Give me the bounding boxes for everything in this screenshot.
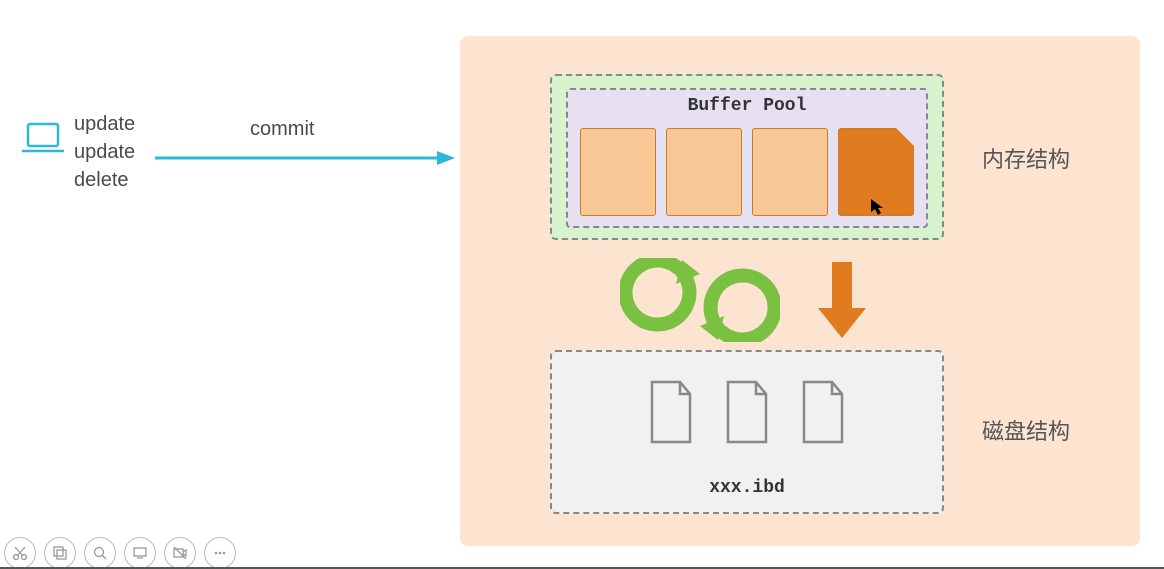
buffer-page	[580, 128, 656, 216]
op-line-1: update	[74, 110, 135, 138]
tool-search-button[interactable]	[84, 537, 116, 569]
file-icon	[798, 380, 848, 446]
memory-label: 内存结构	[982, 142, 1070, 174]
file-row	[552, 380, 942, 446]
disk-filename: xxx.ibd	[552, 478, 942, 498]
memory-container: Buffer Pool	[550, 74, 944, 240]
commit-label: commit	[250, 118, 314, 141]
disk-container: xxx.ibd	[550, 350, 944, 514]
pages-row	[580, 128, 914, 216]
tool-screen-button[interactable]	[124, 537, 156, 569]
op-line-3: delete	[74, 166, 135, 194]
tool-cut-button[interactable]	[4, 537, 36, 569]
file-icon	[722, 380, 772, 446]
diagram-canvas: update update delete commit Buffer Pool	[0, 0, 1164, 569]
buffer-pool-title: Buffer Pool	[568, 96, 926, 116]
file-icon	[646, 380, 696, 446]
sync-arrows-icon	[620, 258, 780, 347]
buffer-page-dirty	[838, 128, 914, 216]
tool-copy-button[interactable]	[44, 537, 76, 569]
flush-arrow-icon	[812, 258, 872, 347]
disk-label: 磁盘结构	[982, 414, 1070, 446]
commit-arrow	[155, 148, 455, 173]
tool-camera-button[interactable]	[164, 537, 196, 569]
op-line-2: update	[74, 138, 135, 166]
operations-list: update update delete	[74, 110, 135, 194]
buffer-pool-box: Buffer Pool	[566, 88, 928, 228]
laptop-icon	[22, 122, 64, 159]
tool-more-button[interactable]	[204, 537, 236, 569]
toolbar	[4, 537, 236, 569]
buffer-page	[666, 128, 742, 216]
buffer-page	[752, 128, 828, 216]
